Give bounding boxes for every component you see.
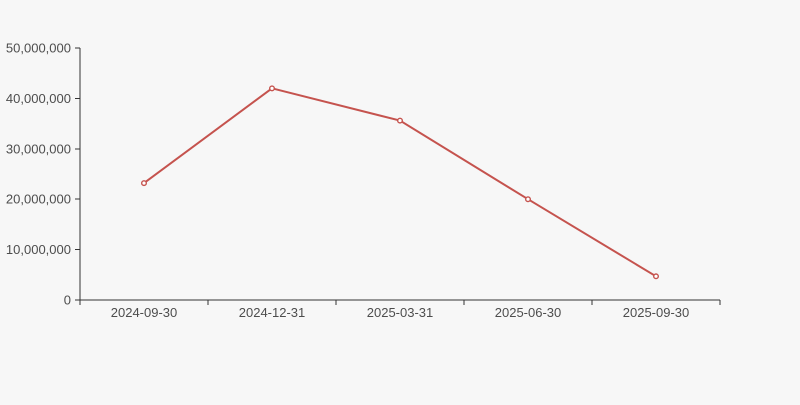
data-point-marker xyxy=(653,273,660,280)
y-axis-tick-label: 50,000,000 xyxy=(6,41,71,56)
x-axis-tick-label: 2024-09-30 xyxy=(111,305,178,320)
data-point-marker xyxy=(525,196,532,203)
data-point-marker xyxy=(269,85,276,92)
y-axis-tick-label: 30,000,000 xyxy=(6,141,71,156)
x-axis-tick-label: 2024-12-31 xyxy=(239,305,306,320)
y-axis-tick-label: 10,000,000 xyxy=(6,242,71,257)
data-point-marker xyxy=(397,117,404,124)
data-point-marker xyxy=(140,180,147,187)
x-axis-tick-label: 2025-03-31 xyxy=(367,305,434,320)
x-axis-tick-label: 2025-09-30 xyxy=(623,305,690,320)
x-axis-tick-label: 2025-06-30 xyxy=(495,305,562,320)
y-axis-tick-label: 0 xyxy=(64,293,71,308)
series-line xyxy=(143,87,657,278)
y-axis-tick-label: 20,000,000 xyxy=(6,192,71,207)
y-axis-tick-label: 40,000,000 xyxy=(6,91,71,106)
